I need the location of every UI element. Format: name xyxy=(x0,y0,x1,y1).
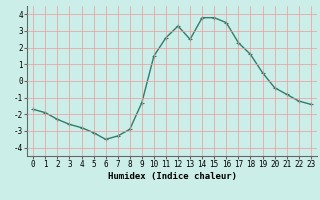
X-axis label: Humidex (Indice chaleur): Humidex (Indice chaleur) xyxy=(108,172,236,181)
